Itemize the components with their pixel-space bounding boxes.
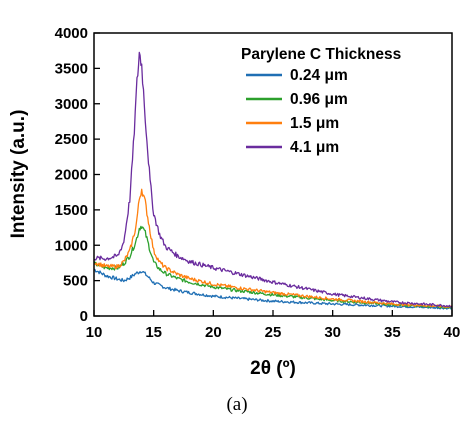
- y-axis-title: Intensity (a.u.): [8, 110, 29, 239]
- y-tick-label: 3000: [55, 96, 88, 113]
- y-tick-label: 500: [63, 273, 88, 290]
- y-tick-label: 2000: [55, 167, 88, 184]
- x-tick-label: 15: [145, 324, 162, 341]
- x-tick-label: 25: [265, 324, 282, 341]
- y-tick-label: 2500: [55, 131, 88, 148]
- x-axis-title: 2θ (º): [250, 358, 296, 379]
- legend-label: 0.24 μm: [290, 67, 348, 84]
- series-layer: [93, 51, 453, 310]
- y-tick-label: 1000: [55, 237, 88, 254]
- x-tick-label: 40: [444, 324, 461, 341]
- legend: Parylene C Thickness 0.24 μm 0.96 μm 1.5 μ…: [241, 46, 401, 156]
- x-tick-label: 20: [205, 324, 222, 341]
- series-line: [93, 188, 453, 309]
- legend-label: 1.5 μm: [290, 115, 339, 132]
- x-tick-label: 30: [324, 324, 341, 341]
- series-line: [93, 225, 453, 309]
- x-tick-label: 35: [384, 324, 401, 341]
- y-tick-label: 4000: [55, 25, 88, 42]
- series-line: [93, 51, 453, 308]
- legend-label: 0.96 μm: [290, 91, 348, 108]
- legend-title: Parylene C Thickness: [241, 46, 401, 63]
- x-tick-label: 10: [86, 324, 103, 341]
- y-tick-label: 1500: [55, 202, 88, 219]
- y-tick-label: 3500: [55, 60, 88, 77]
- figure-caption: (a): [226, 394, 247, 415]
- legend-label: 4.1 μm: [290, 139, 339, 156]
- series-line: [93, 268, 453, 310]
- ticks-layer: 10 15 20 25 30 35 40 0 500 1000 1500 2000 2500 3000 35…: [55, 25, 461, 341]
- y-tick-label: 0: [80, 308, 88, 325]
